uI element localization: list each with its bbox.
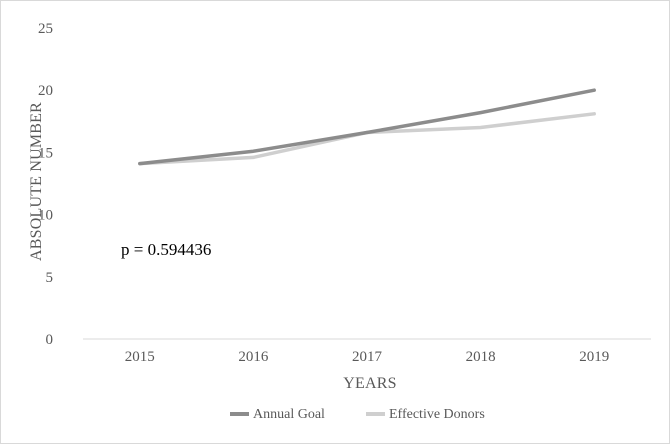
x-tick-label: 2017 <box>352 349 383 365</box>
series-line-annual-goal <box>138 88 596 166</box>
y-tick-label: 10 <box>38 208 53 224</box>
x-axis-title: YEARS <box>343 375 396 392</box>
x-tick-label: 2016 <box>238 349 269 365</box>
x-tick-label: 2019 <box>579 349 609 365</box>
x-tick-label: 2015 <box>125 349 155 365</box>
legend: Annual Goal Effective Donors <box>230 407 485 422</box>
y-tick-label: 20 <box>38 83 53 99</box>
p-value-annotation: p = 0.594436 <box>121 240 211 259</box>
y-tick-label: 0 <box>46 332 54 348</box>
y-tick-label: 5 <box>46 270 54 286</box>
legend-item-effective-donors: Effective Donors <box>366 407 485 422</box>
series-lines <box>138 88 596 166</box>
legend-item-annual-goal: Annual Goal <box>230 407 325 422</box>
x-tick-label: 2018 <box>466 349 496 365</box>
legend-label: Annual Goal <box>253 407 325 422</box>
legend-label: Effective Donors <box>389 407 485 422</box>
x-axis-tick-labels: 2015 2016 2017 2018 2019 <box>125 349 609 365</box>
y-axis-tick-labels: 0 5 10 15 20 25 <box>38 21 53 348</box>
y-tick-label: 25 <box>38 21 53 37</box>
y-axis-title: ABSOLUTE NUMBER <box>28 102 45 261</box>
y-tick-label: 15 <box>38 145 53 161</box>
